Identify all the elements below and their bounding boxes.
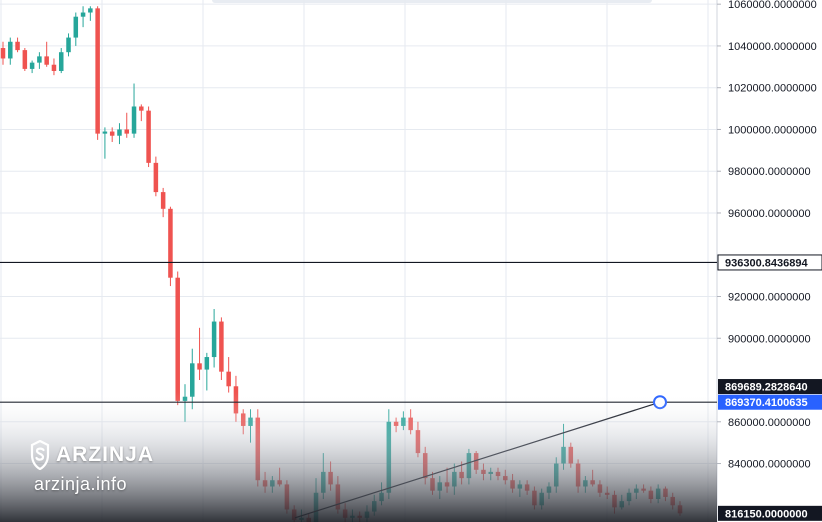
price-tag-bg-1 [718,394,822,410]
y-tick-label-4: 980000.0000000 [728,166,811,178]
horizontal-line-tag-label: 936300.8436894 [725,257,808,269]
candle-body-27 [197,363,202,370]
candle-14 [102,127,108,159]
candle-body-29 [211,321,217,358]
candle-31 [226,357,231,393]
watermark-site: arzinja.info [34,474,128,494]
candle-body-13 [95,8,100,134]
price-tag-bg-0 [718,379,822,395]
candle-16 [117,123,122,145]
candle-body-10 [73,16,79,38]
arzinja-logo-icon [30,440,50,470]
candle-13 [95,6,100,140]
candle-24 [175,271,180,406]
horizontal-line-tag-bg [717,254,822,271]
candle-body-6 [44,56,49,65]
candle-23 [168,206,173,287]
candle-body-3 [22,50,28,69]
candle-2 [15,37,20,53]
price-tag-1: 869370.4100635 [718,394,822,410]
price-axis: 1060000.0000000 1040000.0000000 1020000.00… [716,0,817,522]
candle-body-28 [204,357,210,370]
y-tick-label-6: 920000.0000000 [728,291,811,303]
candle-body-11 [80,12,86,17]
price-tag-bg-2 [718,505,822,521]
top-toolbar-edge [212,0,652,3]
y-tick-label-8: 860000.0000000 [728,417,811,429]
candle-19 [139,104,144,122]
candle-body-16 [117,129,122,136]
candle-body-5 [37,56,42,63]
candle-body-19 [139,106,144,111]
price-tag-0: 869689.2828640 [718,379,822,395]
candle-3 [22,48,28,71]
candle-0 [0,41,6,65]
candle-body-20 [146,110,151,163]
candle-22 [160,187,166,218]
candle-18 [131,83,137,138]
watermark-brand: ARZINJA [56,443,155,466]
horizontal-line-tag: 936300.8436894 [717,254,822,271]
candle-9 [66,33,71,57]
y-tick-label-5: 960000.0000000 [728,208,811,220]
candle-body-22 [160,192,166,209]
candle-11 [80,6,86,28]
candle-10 [73,12,79,46]
candle-29 [211,309,217,368]
candle-body-8 [58,52,64,71]
candle-12 [88,6,93,21]
candle-28 [204,352,210,391]
y-tick-label-7: 900000.0000000 [728,333,811,345]
candle-30 [219,317,224,381]
y-tick-label-2: 1020000.0000000 [728,83,817,95]
candle-20 [146,106,151,168]
y-tick-label-0: 1060000.0000000 [728,0,817,11]
price-tag-2: 816150.0000000 [718,505,822,521]
bottom-gradient-overlay [0,392,717,522]
candle-7 [51,58,57,76]
price-tag-label-0: 869689.2828640 [725,382,808,394]
candle-body-7 [51,64,57,71]
candle-6 [44,41,49,67]
candle-body-4 [29,62,35,69]
candle-21 [153,156,159,197]
candle-body-1 [8,41,13,59]
price-tag-label-2: 816150.0000000 [725,508,808,520]
candle-body-30 [219,321,224,372]
price-tags: 869689.2828640 869370.4100635 816150.00000… [717,254,822,521]
candle-17 [124,112,130,138]
candle-8 [58,48,64,74]
y-tick-label-3: 1000000.0000000 [728,124,817,136]
watermark: ARZINJA arzinja.info [30,440,154,495]
candle-1 [8,37,13,65]
candle-15 [109,127,115,142]
y-tick-label-1: 1040000.0000000 [728,41,817,53]
candle-body-31 [226,371,231,387]
candle-body-17 [124,129,130,134]
candle-body-24 [175,277,180,401]
candle-5 [37,52,42,69]
candle-body-2 [15,41,20,51]
candle-body-15 [109,131,115,136]
candle-body-0 [0,48,6,59]
candle-4 [29,60,35,74]
candle-body-23 [168,208,173,278]
candle-body-12 [88,8,93,13]
candle-body-21 [153,162,159,193]
candle-body-26 [190,363,195,397]
candle-body-14 [102,131,108,134]
candle-body-18 [131,106,137,134]
watermark-brand-row: ARZINJA [30,440,154,470]
candle-body-9 [66,37,71,53]
price-tag-label-1: 869370.4100635 [725,397,808,409]
y-tick-label-9: 840000.0000000 [728,459,811,471]
candle-27 [197,327,202,381]
